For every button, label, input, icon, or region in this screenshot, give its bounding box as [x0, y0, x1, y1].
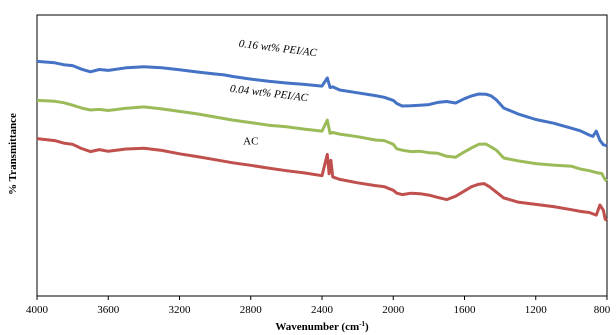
series-label-3: AC	[243, 135, 258, 147]
x-tick-label-7: 1600	[454, 304, 477, 316]
x-axis-tick-labels: 4000 3600 3200 2800 2400 2000 1600 1200 800	[26, 296, 611, 316]
x-axis-title: Wavenumber (cm-1)	[275, 320, 369, 333]
x-tick-label-6: 2000	[382, 304, 405, 316]
series-line-3	[36, 137, 608, 222]
y-axis-title: % Transmittance	[7, 113, 19, 195]
x-tick-label-5: 2400	[311, 304, 334, 316]
series-line-2	[36, 98, 608, 183]
plot-area-frame	[36, 14, 608, 297]
x-axis-title-text: Wavenumber (cm	[275, 321, 359, 333]
series-lines	[36, 59, 608, 222]
x-tick-label-3: 3200	[169, 304, 192, 316]
x-tick-label-2: 3600	[97, 304, 120, 316]
series-line-1	[36, 59, 608, 148]
x-tick-label-9: 800	[594, 304, 611, 316]
x-axis-title-close: )	[365, 321, 369, 333]
x-tick-label-4: 2800	[240, 304, 263, 316]
x-axis-title-superscript: -1	[359, 320, 365, 328]
x-tick-label-1: 4000	[26, 304, 49, 316]
x-tick-label-8: 1200	[525, 304, 548, 316]
